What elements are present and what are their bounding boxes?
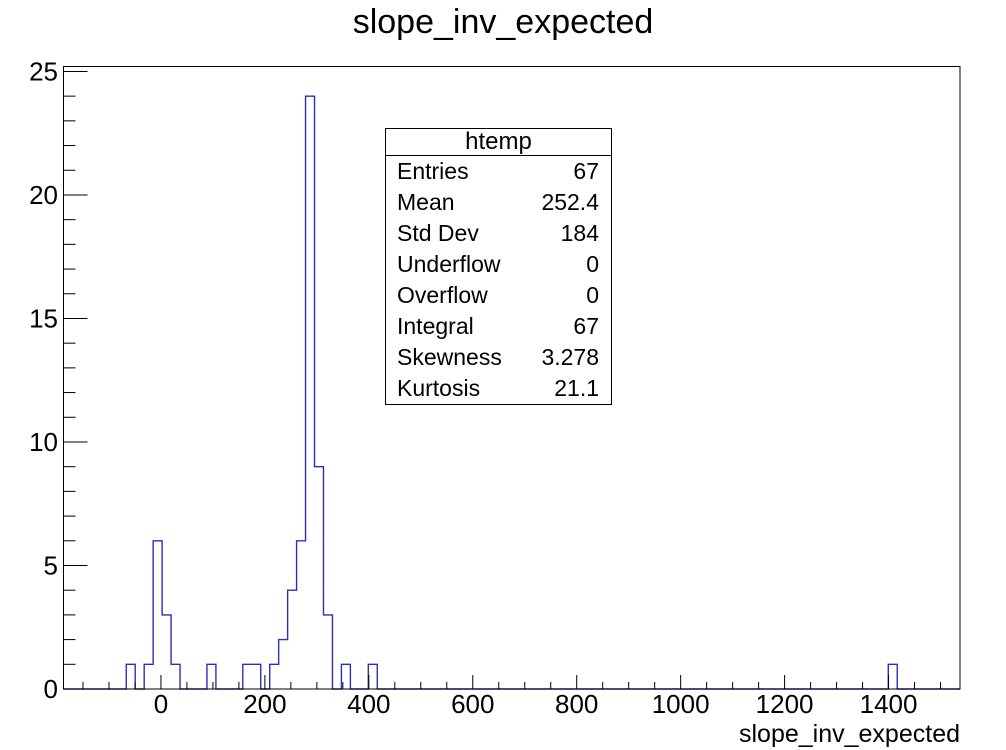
stats-row-label: Overflow bbox=[397, 282, 488, 308]
stats-row-label: Mean bbox=[397, 189, 455, 215]
stats-row: Entries 67 bbox=[386, 156, 611, 187]
stats-row-value: 21.1 bbox=[554, 375, 599, 401]
x-axis-tick-label: 600 bbox=[451, 689, 494, 719]
stats-row-value: 0 bbox=[586, 282, 599, 308]
stats-row-label: Std Dev bbox=[397, 220, 479, 246]
stats-row-value: 184 bbox=[560, 220, 599, 246]
plot-frame bbox=[63, 66, 961, 690]
plot-title: slope_inv_expected bbox=[352, 3, 654, 41]
y-axis-tick-label: 25 bbox=[29, 56, 58, 86]
stats-row: Underflow 0 bbox=[386, 249, 611, 280]
stats-box-title: htemp bbox=[386, 129, 611, 156]
x-axis-tick-label: 0 bbox=[154, 689, 168, 719]
x-axis-tick-label: 800 bbox=[555, 689, 598, 719]
x-axis-tick-label: 1000 bbox=[652, 689, 710, 719]
stats-row-label: Entries bbox=[397, 158, 469, 184]
y-axis-tick-label: 20 bbox=[29, 180, 58, 210]
x-axis-tick-label: 200 bbox=[243, 689, 286, 719]
y-axis-tick-label: 10 bbox=[29, 427, 58, 457]
stats-row: Kurtosis 21.1 bbox=[386, 373, 611, 404]
stats-row-label: Underflow bbox=[397, 251, 501, 277]
stats-row-label: Kurtosis bbox=[397, 375, 481, 401]
stats-row: Std Dev 184 bbox=[386, 218, 611, 249]
stats-row-value: 252.4 bbox=[541, 189, 599, 215]
x-axis-tick-label: 1400 bbox=[860, 689, 918, 719]
x-axis-tick-label: 1200 bbox=[756, 689, 814, 719]
stats-row-value: 67 bbox=[573, 313, 599, 339]
stats-row-value: 3.278 bbox=[541, 344, 599, 370]
stats-row: Mean 252.4 bbox=[386, 187, 611, 218]
stats-row-value: 67 bbox=[573, 158, 599, 184]
stats-row: Integral 67 bbox=[386, 311, 611, 342]
stats-row-value: 0 bbox=[586, 251, 599, 277]
stats-row-label: Integral bbox=[397, 313, 474, 339]
y-axis-tick-label: 5 bbox=[44, 550, 58, 580]
stats-rows: Entries 67 Mean 252.4 Std Dev 184 Underflow 0 Ov… bbox=[386, 156, 611, 404]
y-axis-tick-label: 15 bbox=[29, 303, 58, 333]
stats-box[interactable]: htemp Entries 67 Mean 252.4 Std Dev 184 Underf… bbox=[385, 128, 612, 405]
x-axis-tick-label: 400 bbox=[347, 689, 390, 719]
stats-row-label: Skewness bbox=[397, 344, 502, 370]
stats-row: Skewness 3.278 bbox=[386, 342, 611, 373]
y-axis-tick-label: 0 bbox=[44, 674, 58, 704]
x-axis-title: slope_inv_expected bbox=[739, 720, 960, 748]
stats-row: Overflow 0 bbox=[386, 280, 611, 311]
